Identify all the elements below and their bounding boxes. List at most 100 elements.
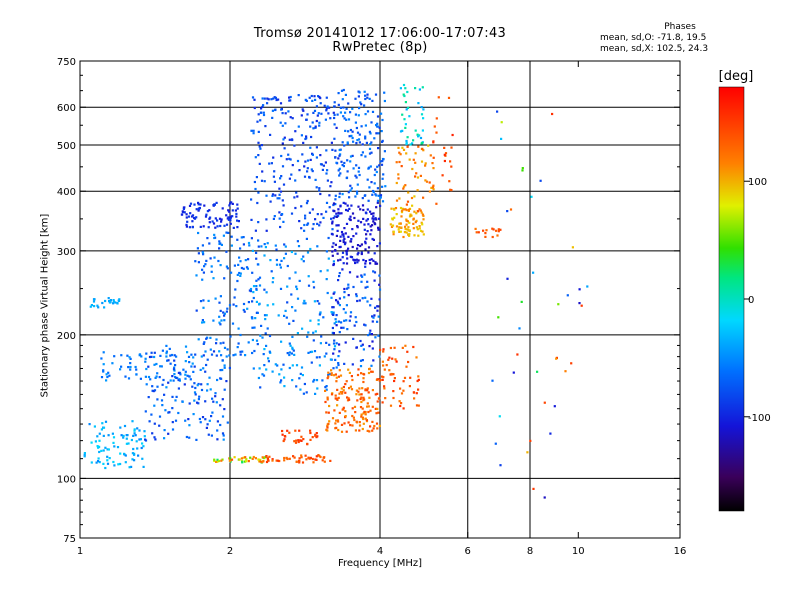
data-point bbox=[372, 220, 375, 223]
data-point bbox=[350, 204, 353, 207]
data-point bbox=[332, 311, 335, 314]
y-tick-label: 300 bbox=[57, 247, 76, 258]
data-point bbox=[98, 450, 101, 454]
data-point bbox=[432, 184, 435, 187]
data-point bbox=[399, 87, 402, 90]
data-point bbox=[348, 387, 351, 390]
data-point bbox=[151, 432, 154, 435]
data-point bbox=[293, 196, 296, 199]
data-point bbox=[356, 226, 359, 229]
data-point bbox=[266, 304, 269, 307]
data-point bbox=[188, 204, 192, 207]
data-point bbox=[239, 260, 242, 263]
data-point bbox=[255, 300, 258, 303]
data-point bbox=[309, 158, 312, 161]
data-point bbox=[311, 457, 314, 461]
data-point bbox=[337, 103, 340, 106]
data-point bbox=[402, 407, 405, 410]
data-point bbox=[344, 311, 347, 314]
data-point bbox=[171, 375, 174, 378]
data-point bbox=[352, 235, 355, 238]
data-point bbox=[259, 458, 262, 461]
data-point bbox=[113, 355, 116, 358]
data-point bbox=[405, 218, 408, 221]
data-point bbox=[133, 459, 136, 462]
data-point bbox=[178, 378, 181, 381]
data-point bbox=[344, 383, 347, 386]
data-point bbox=[351, 424, 354, 427]
data-point bbox=[332, 111, 335, 114]
data-point bbox=[408, 229, 411, 232]
data-point bbox=[107, 371, 110, 374]
data-point bbox=[274, 244, 277, 247]
data-point bbox=[356, 244, 360, 247]
data-point bbox=[362, 377, 365, 380]
data-point bbox=[549, 432, 552, 435]
data-point bbox=[218, 240, 221, 243]
data-point bbox=[221, 207, 224, 210]
data-point bbox=[136, 447, 139, 450]
data-point bbox=[223, 277, 226, 280]
data-point bbox=[186, 374, 189, 377]
data-point bbox=[231, 202, 234, 205]
data-point bbox=[443, 153, 446, 156]
data-point bbox=[268, 350, 271, 353]
data-point bbox=[263, 364, 266, 367]
data-point bbox=[333, 322, 336, 325]
data-point bbox=[101, 301, 104, 305]
data-point bbox=[349, 215, 352, 218]
data-point bbox=[181, 210, 184, 213]
data-point bbox=[221, 458, 224, 461]
data-point bbox=[247, 258, 250, 261]
data-point bbox=[180, 213, 184, 216]
data-point bbox=[223, 408, 226, 411]
data-point bbox=[330, 296, 333, 299]
data-point bbox=[294, 130, 297, 133]
data-point bbox=[190, 365, 193, 368]
data-point bbox=[251, 96, 255, 99]
data-point bbox=[424, 164, 427, 167]
data-point bbox=[259, 147, 262, 150]
data-point bbox=[420, 221, 423, 224]
data-point bbox=[192, 356, 195, 359]
data-point bbox=[376, 125, 379, 128]
data-point bbox=[303, 165, 306, 168]
data-point bbox=[357, 259, 360, 262]
data-point bbox=[112, 436, 116, 439]
data-point bbox=[203, 204, 206, 207]
data-point bbox=[343, 296, 346, 299]
data-point bbox=[185, 213, 188, 216]
data-point bbox=[265, 460, 269, 464]
data-point bbox=[405, 365, 408, 368]
data-point bbox=[195, 274, 198, 277]
data-point bbox=[257, 376, 260, 380]
data-point bbox=[351, 136, 354, 140]
data-point bbox=[257, 458, 260, 461]
data-point bbox=[382, 376, 385, 379]
data-point bbox=[284, 122, 287, 125]
data-point bbox=[344, 415, 347, 418]
data-point bbox=[338, 272, 341, 275]
data-point bbox=[153, 389, 157, 392]
data-point bbox=[348, 196, 351, 199]
data-point bbox=[129, 362, 132, 365]
data-point bbox=[302, 109, 305, 112]
data-point bbox=[306, 199, 309, 203]
data-point bbox=[360, 125, 363, 128]
data-point bbox=[290, 138, 294, 141]
data-point bbox=[432, 156, 435, 159]
data-point bbox=[189, 212, 192, 215]
data-point bbox=[415, 356, 418, 359]
data-point bbox=[407, 208, 410, 211]
data-point bbox=[381, 185, 384, 188]
data-point bbox=[361, 407, 364, 410]
data-point bbox=[102, 370, 105, 373]
data-point bbox=[333, 116, 336, 120]
data-point bbox=[399, 404, 402, 408]
data-point bbox=[416, 189, 419, 192]
data-point bbox=[298, 461, 301, 464]
data-point bbox=[404, 344, 407, 347]
data-point bbox=[314, 125, 317, 128]
data-point bbox=[354, 174, 357, 177]
